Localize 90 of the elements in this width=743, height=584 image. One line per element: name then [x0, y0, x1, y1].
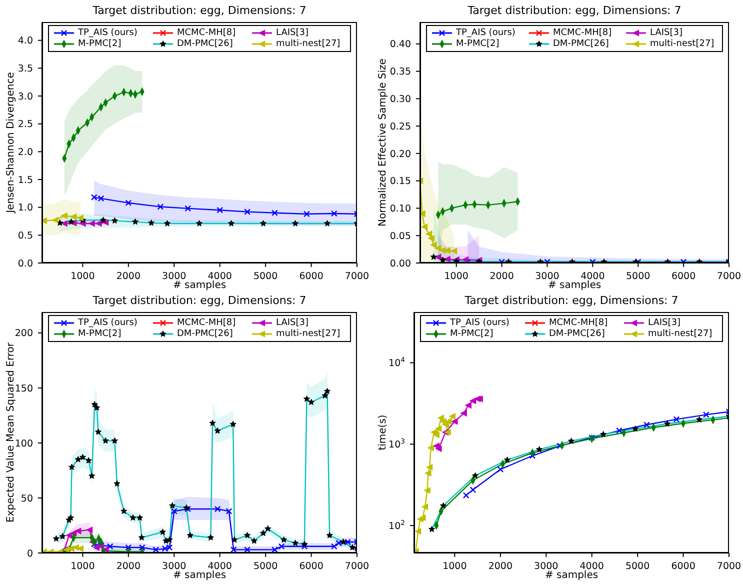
legend-label: M-PMC[2] — [78, 329, 122, 339]
x-tick-label: 5000 — [253, 561, 278, 572]
x-tick-label: 4000 — [580, 271, 605, 282]
legend-label: multi-nest[27] — [648, 329, 712, 339]
y-tick-label: 3.0 — [18, 91, 33, 102]
x-tick-label: 2000 — [490, 271, 514, 282]
y-tick-label: 0.40 — [390, 39, 411, 50]
y-tick-label: 10$^{3}$ — [388, 437, 405, 450]
y-axis-title: Normalized Effective Sample Size — [378, 58, 389, 226]
y-axis-title: Jensen-Shannon Divergence — [6, 72, 17, 214]
y-tick-label: 3.5 — [18, 64, 33, 75]
y-tick-label: 10$^{4}$ — [388, 356, 405, 370]
legend-label: DM-PMC[26] — [553, 39, 609, 49]
x-axis-title: # samples — [172, 570, 226, 581]
x-axis-title: # samples — [544, 570, 598, 581]
legend-label: MCMC-MH[8] — [177, 28, 236, 38]
legend-label: DM-PMC[26] — [549, 329, 605, 339]
y-tick-label: 0.10 — [390, 204, 411, 215]
x-tick-label: 6000 — [671, 561, 696, 572]
y-tick-label: 50 — [20, 493, 33, 504]
legend-label: TP_AIS (ours) — [456, 28, 516, 38]
legend-label: TP_AIS (ours) — [450, 318, 510, 328]
legend-label: multi-nest[27] — [650, 39, 714, 49]
x-tick-label: 3000 — [162, 271, 186, 282]
x-tick-label: 3000 — [534, 561, 558, 572]
y-tick-label: 0.00 — [390, 258, 411, 270]
x-axis-title: # samples — [548, 280, 602, 291]
legend-label: TP_AIS (ours) — [78, 318, 138, 328]
x-tick-label: 1000 — [444, 271, 468, 282]
x-tick-label: 7000 — [716, 271, 742, 282]
legend-label: M-PMC[2] — [78, 39, 122, 49]
legend-label: multi-nest[27] — [276, 329, 340, 339]
y-tick-label: 0.35 — [390, 66, 411, 78]
x-tick-label: 1000 — [70, 561, 95, 572]
y-tick-label: 150 — [14, 383, 33, 394]
y-tick-label: 0 — [26, 548, 33, 560]
y-tick-label: 1.0 — [18, 202, 33, 214]
y-tick-label: 0.15 — [390, 176, 411, 188]
x-tick-label: 1000 — [70, 271, 95, 282]
y-tick-label: 0.05 — [390, 230, 411, 242]
legend-label: MCMC-MH[8] — [177, 318, 236, 328]
x-tick-label: 5000 — [625, 561, 650, 572]
y-tick-label: 200 — [14, 328, 33, 340]
y-tick-label: 0.25 — [390, 121, 411, 132]
y-tick-label: 100 — [14, 438, 33, 450]
y-tick-label: 0.30 — [390, 94, 411, 106]
x-tick-label: 4000 — [208, 271, 232, 282]
x-tick-label: 5000 — [253, 271, 278, 282]
x-tick-label: 4000 — [208, 561, 232, 572]
chart-title: Target distribution: egg, Dimensions: 7 — [92, 4, 308, 17]
y-tick-label: 2.0 — [18, 147, 33, 158]
x-tick-label: 6000 — [299, 271, 324, 282]
x-tick-label: 3000 — [162, 561, 186, 572]
x-tick-label: 6000 — [299, 561, 324, 572]
x-tick-label: 2000 — [488, 561, 512, 572]
chart-title: Target distribution: egg, Dimensions: 7 — [464, 294, 680, 307]
y-tick-label: 10$^{2}$ — [388, 518, 405, 532]
legend-label: multi-nest[27] — [276, 39, 340, 49]
x-tick-label: 1000 — [442, 561, 467, 572]
legend-label: LAIS[3] — [650, 28, 682, 38]
x-tick-label: 2000 — [116, 561, 140, 572]
x-tick-label: 7000 — [344, 271, 370, 282]
x-axis-title: # samples — [172, 280, 226, 291]
y-tick-label: 0.0 — [18, 258, 33, 270]
y-tick-label: 1.5 — [18, 174, 33, 186]
x-tick-label: 6000 — [671, 271, 696, 282]
legend-label: DM-PMC[26] — [177, 329, 233, 339]
x-tick-label: 5000 — [626, 271, 650, 282]
x-tick-label: 7000 — [344, 561, 370, 572]
x-tick-label: 2000 — [116, 271, 140, 282]
y-tick-label: 4.0 — [18, 36, 33, 47]
legend-label: LAIS[3] — [276, 318, 308, 328]
legend-label: LAIS[3] — [276, 28, 308, 38]
y-tick-label: 0.20 — [390, 148, 411, 160]
legend-label: TP_AIS (ours) — [78, 28, 138, 38]
chart-title: Target distribution: egg, Dimensions: 7 — [466, 4, 682, 17]
legend-label: LAIS[3] — [648, 318, 680, 328]
x-tick-label: 7000 — [716, 561, 742, 572]
y-axis-title: Expected Value Mean Squared Error — [6, 342, 17, 523]
y-tick-label: 0.5 — [18, 230, 33, 242]
y-tick-label: 2.5 — [18, 119, 33, 130]
x-tick-label: 3000 — [535, 271, 560, 282]
legend-label: M-PMC[2] — [450, 329, 494, 339]
x-tick-label: 4000 — [580, 561, 604, 572]
chart-title: Target distribution: egg, Dimensions: 7 — [92, 294, 308, 307]
legend-label: M-PMC[2] — [456, 39, 500, 49]
y-axis-title: time(s) — [378, 414, 389, 450]
legend-label: MCMC-MH[8] — [553, 28, 612, 38]
legend-label: MCMC-MH[8] — [549, 318, 608, 328]
legend-label: DM-PMC[26] — [177, 39, 233, 49]
